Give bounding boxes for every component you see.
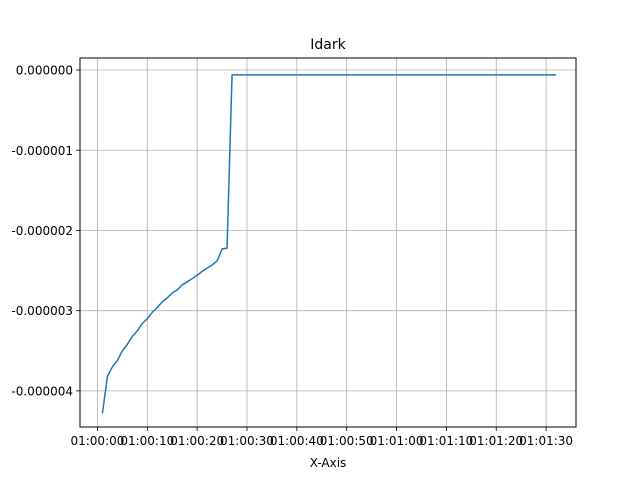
x-tick-label: 01:01:20	[469, 434, 523, 448]
y-tick-label: -0.000004	[11, 384, 73, 398]
x-tick-label: 01:00:20	[170, 434, 224, 448]
grid	[80, 58, 576, 427]
x-tick-label: 01:01:30	[519, 434, 573, 448]
chart-title: Idark	[310, 37, 346, 53]
x-tick-label: 01:01:00	[370, 434, 424, 448]
y-tick-label: -0.000001	[11, 144, 73, 158]
plot-frame	[79, 57, 577, 428]
x-tick-label: 01:00:30	[220, 434, 274, 448]
y-axis-ticks: 0.000000 -0.000001 -0.000002 -0.000003 -0.00…	[11, 64, 80, 398]
y-tick-label: -0.000003	[11, 304, 73, 318]
series-layer	[101, 74, 557, 414]
x-tick-label: 01:00:50	[320, 434, 374, 448]
x-axis-label: X-Axis	[310, 456, 347, 470]
x-tick-label: 01:00:40	[270, 434, 324, 448]
y-tick-label: 0.000000	[16, 64, 73, 78]
series-line	[101, 74, 557, 414]
y-tick-label: -0.000002	[11, 224, 73, 238]
x-tick-label: 01:00:00	[70, 434, 124, 448]
x-tick-label: 01:01:10	[419, 434, 473, 448]
x-axis-ticks: 01:00:0001:00:1001:00:2001:00:3001:00:40…	[70, 427, 573, 448]
x-tick-label: 01:00:10	[120, 434, 174, 448]
